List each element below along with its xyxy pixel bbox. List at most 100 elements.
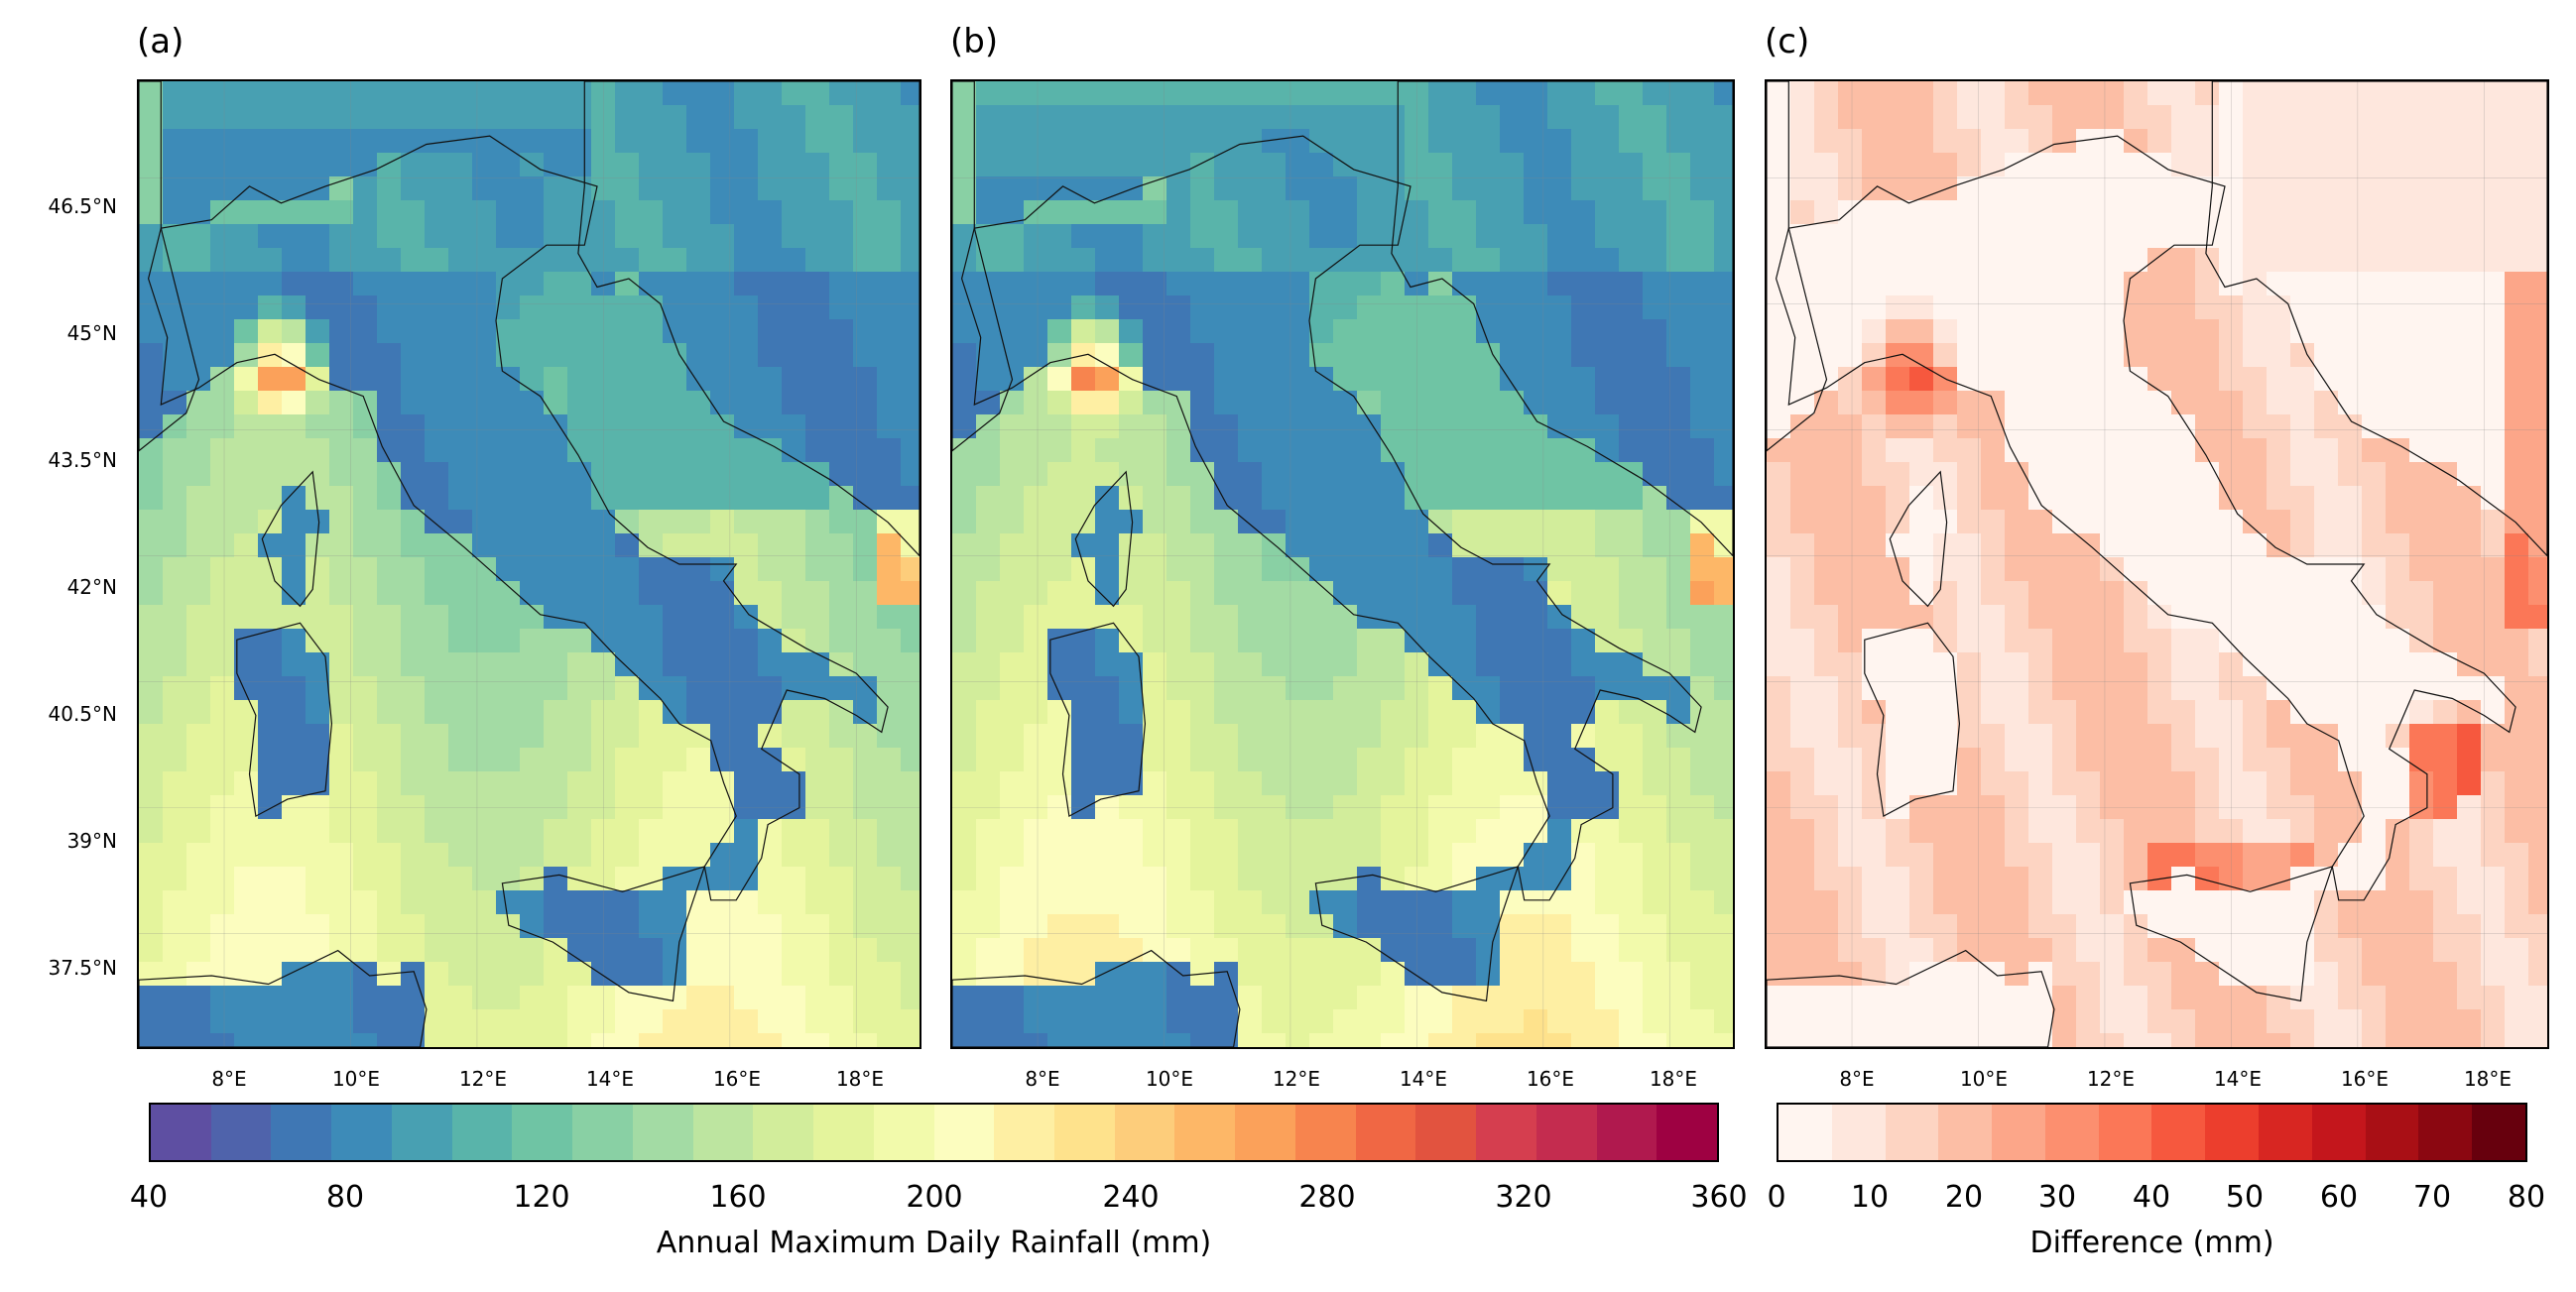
lon-tick-10: 10°E — [1145, 1067, 1194, 1091]
colorbar-segment — [2365, 1105, 2419, 1160]
cbar-tick: 60 — [2319, 1180, 2359, 1215]
cbar-tick: 80 — [325, 1180, 365, 1215]
cbar-tick: 30 — [2037, 1180, 2077, 1215]
coastline — [139, 949, 428, 1047]
colorbar-segment — [1656, 1105, 1718, 1160]
colorbar-segment — [1992, 1105, 2045, 1160]
lon-tick-18: 18°E — [2463, 1067, 2513, 1091]
coastline — [1074, 470, 1134, 608]
colorbar-segment — [813, 1105, 874, 1160]
coastline — [236, 622, 333, 818]
colorbar-segment — [994, 1105, 1055, 1160]
colorbar-segment — [632, 1105, 693, 1160]
colorbar-segment — [1779, 1105, 1832, 1160]
field-grid — [1767, 81, 2547, 1047]
coastline — [1889, 470, 1948, 608]
colorbar-segment — [1535, 1105, 1597, 1160]
lat-tick-43-5: 43.5°N — [48, 448, 118, 472]
lon-tick-12: 12°E — [2086, 1067, 2136, 1091]
lon-tick-10: 10°E — [331, 1067, 381, 1091]
coastline — [1767, 949, 2055, 1047]
colorbar-segment — [1054, 1105, 1115, 1160]
colorbar-segment — [933, 1105, 995, 1160]
lon-tick-12: 12°E — [458, 1067, 508, 1091]
coastline — [1775, 135, 2516, 901]
colorbar-segment — [2472, 1105, 2525, 1160]
colorbar-segment — [2311, 1105, 2366, 1160]
colorbar-difference-label: Difference (mm) — [2029, 1226, 2274, 1260]
lon-tick-18: 18°E — [835, 1067, 885, 1091]
colorbar-segment — [1294, 1105, 1356, 1160]
coastline — [147, 135, 889, 901]
colorbar-segment — [1235, 1105, 1295, 1160]
map-panel-a — [137, 79, 921, 1049]
lat-tick-39: 39°N — [66, 829, 117, 853]
colorbar-segment — [2098, 1105, 2152, 1160]
colorbar-segment — [2205, 1105, 2260, 1160]
cbar-tick: 40 — [2132, 1180, 2171, 1215]
colorbar-segment — [1114, 1105, 1175, 1160]
coastline — [1767, 81, 1828, 452]
coastline — [952, 949, 1241, 1047]
lon-tick-14: 14°E — [585, 1067, 635, 1091]
colorbar-segment — [1476, 1105, 1536, 1160]
colorbar-segment — [451, 1105, 513, 1160]
cbar-tick: 40 — [129, 1180, 169, 1215]
coastline — [139, 81, 200, 452]
lat-tick-40-5: 40.5°N — [48, 702, 118, 726]
lat-tick-46-5: 46.5°N — [48, 194, 118, 218]
colorbar-rainfall — [149, 1103, 1719, 1162]
cbar-tick: 20 — [1944, 1180, 1984, 1215]
colorbar-segment — [572, 1105, 633, 1160]
lat-tick-37-5: 37.5°N — [48, 956, 118, 980]
colorbar-segment — [1174, 1105, 1236, 1160]
colorbar-segment — [512, 1105, 573, 1160]
lon-tick-10: 10°E — [1959, 1067, 2009, 1091]
cbar-tick: 240 — [1102, 1180, 1160, 1215]
colorbar-segment — [1355, 1105, 1416, 1160]
lon-tick-16: 16°E — [712, 1067, 762, 1091]
cbar-tick: 10 — [1850, 1180, 1890, 1215]
coastline — [1049, 622, 1147, 818]
colorbar-segment — [1938, 1105, 1993, 1160]
colorbar-segment — [2418, 1105, 2473, 1160]
colorbar-segment — [331, 1105, 392, 1160]
cbar-tick: 160 — [709, 1180, 767, 1215]
cbar-tick: 120 — [513, 1180, 570, 1215]
map-panel-c — [1765, 79, 2549, 1049]
colorbar-segment — [2044, 1105, 2099, 1160]
lon-tick-8: 8°E — [1025, 1067, 1060, 1091]
coastline — [960, 135, 1702, 901]
colorbar-segment — [2259, 1105, 2312, 1160]
coastline — [1314, 865, 1520, 1002]
cbar-tick: 360 — [1690, 1180, 1748, 1215]
panel-label-a: (a) — [137, 22, 184, 61]
coastline — [2129, 865, 2334, 1002]
lon-tick-8: 8°E — [1839, 1067, 1875, 1091]
colorbar-segment — [1831, 1105, 1886, 1160]
colorbar-rainfall-label: Annual Maximum Daily Rainfall (mm) — [656, 1226, 1212, 1260]
lon-tick-16: 16°E — [1526, 1067, 1575, 1091]
coastline — [1391, 81, 1733, 557]
lon-tick-14: 14°E — [2213, 1067, 2263, 1091]
coastline — [501, 865, 706, 1002]
lon-tick-12: 12°E — [1272, 1067, 1321, 1091]
colorbar-segment — [271, 1105, 332, 1160]
lat-tick-42: 42°N — [66, 575, 117, 599]
lon-tick-8: 8°E — [211, 1067, 247, 1091]
coastline — [577, 81, 920, 557]
cbar-tick: 50 — [2225, 1180, 2265, 1215]
field-grid — [139, 81, 920, 1047]
cbar-tick: 320 — [1495, 1180, 1552, 1215]
coastline — [261, 470, 320, 608]
colorbar-segment — [1596, 1105, 1657, 1160]
colorbar-segment — [2151, 1105, 2206, 1160]
panel-label-c: (c) — [1765, 22, 1810, 61]
coastline — [2205, 81, 2547, 557]
map-panel-b — [950, 79, 1735, 1049]
coastline — [1864, 622, 1961, 818]
field-grid — [952, 81, 1733, 1047]
colorbar-segment — [1885, 1105, 1939, 1160]
cbar-tick: 200 — [906, 1180, 963, 1215]
lon-tick-14: 14°E — [1399, 1067, 1448, 1091]
